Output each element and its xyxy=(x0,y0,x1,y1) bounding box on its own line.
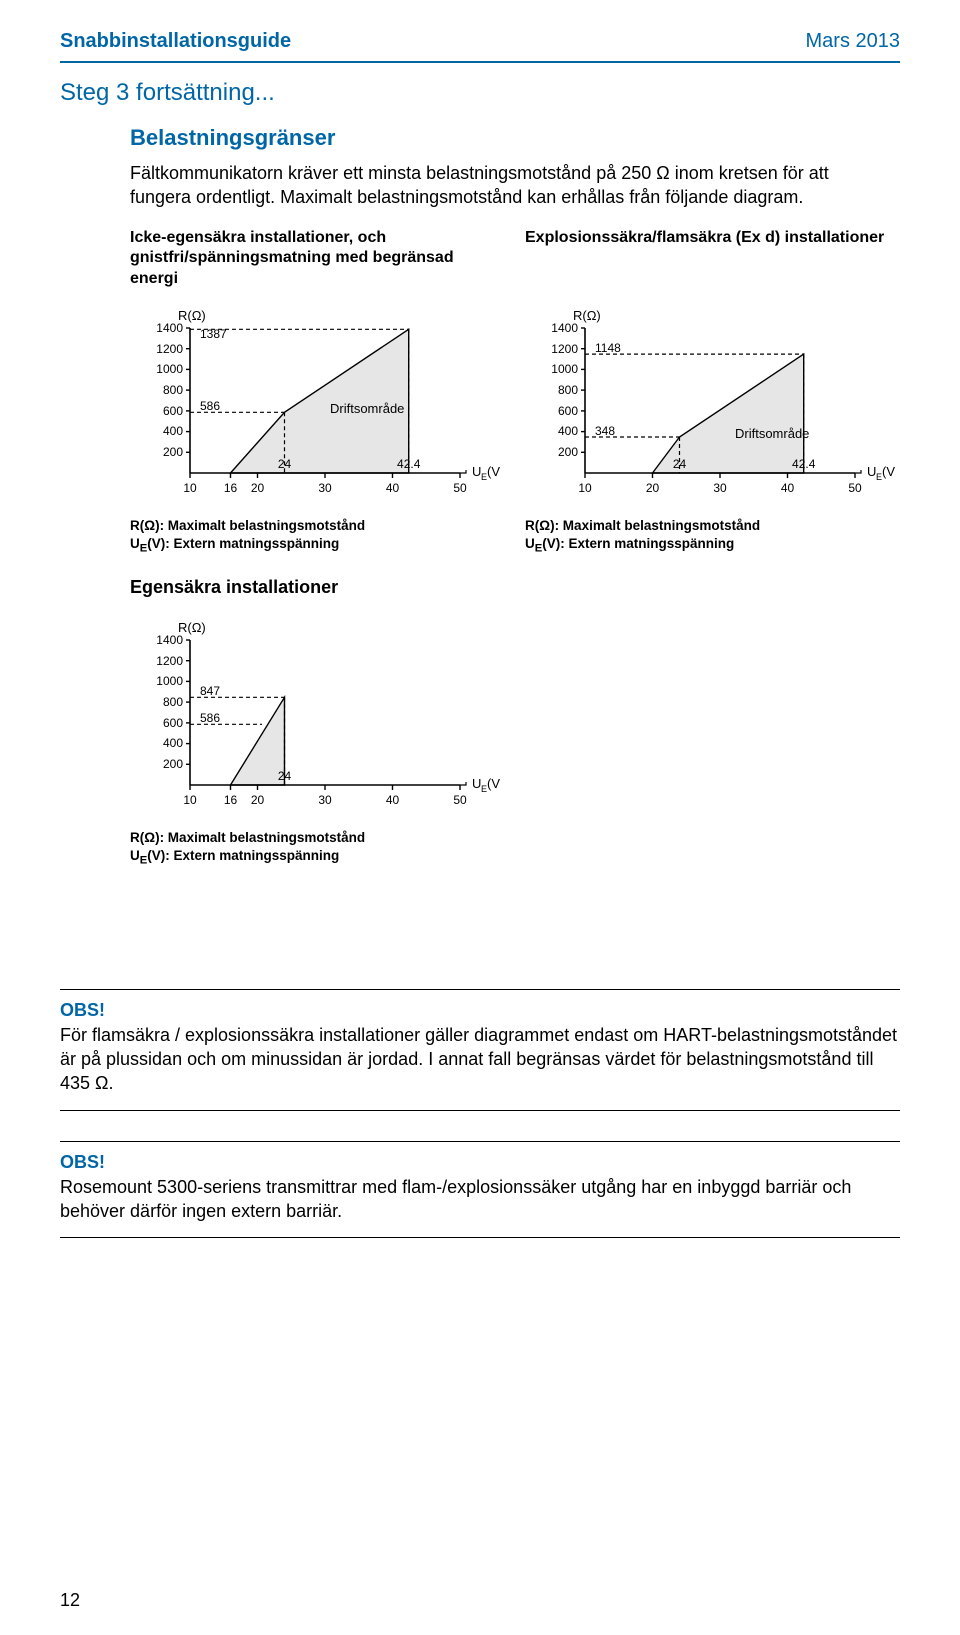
note-1: OBS! För flamsäkra / explosionssäkra ins… xyxy=(60,989,900,1111)
svg-text:800: 800 xyxy=(163,695,183,709)
svg-text:800: 800 xyxy=(558,383,578,397)
chart-a-legend: R(Ω): Maximalt belastningsmotstånd UE(V)… xyxy=(130,517,505,557)
doc-date: Mars 2013 xyxy=(806,30,901,53)
chart-b-annot-mid: 348 xyxy=(595,424,615,438)
svg-text:30: 30 xyxy=(318,793,332,807)
svg-text:600: 600 xyxy=(163,716,183,730)
svg-text:1200: 1200 xyxy=(156,342,183,356)
chart-b-legend-r: R(Ω): Maximalt belastningsmotstånd xyxy=(525,517,900,535)
chart-c-dash-x1: 24 xyxy=(278,769,292,783)
step-continuation: Steg 3 fortsättning... xyxy=(60,79,900,107)
chart-b-legend: R(Ω): Maximalt belastningsmotstånd UE(V)… xyxy=(525,517,900,557)
note-2-body: Rosemount 5300-seriens transmittrar med … xyxy=(60,1175,900,1224)
svg-text:800: 800 xyxy=(163,383,183,397)
chart-c-annot-mid: 586 xyxy=(200,711,220,725)
chart-b-annot-top: 1148 xyxy=(595,341,621,355)
chart-a-svg: 200 400 600 800 1000 1200 1400 xyxy=(130,298,505,513)
svg-text:600: 600 xyxy=(163,404,183,418)
chart-c-svg: 200 400 600 800 1000 1200 1400 10 16 20 xyxy=(130,610,900,825)
svg-text:200: 200 xyxy=(558,445,578,459)
chart-c-annot-top: 847 xyxy=(200,684,220,698)
note-1-body: För flamsäkra / explosionssäkra installa… xyxy=(60,1023,900,1096)
svg-text:400: 400 xyxy=(558,424,578,438)
svg-text:40: 40 xyxy=(781,481,795,495)
svg-text:20: 20 xyxy=(251,481,265,495)
chart-a-dash-x2: 42.4 xyxy=(397,457,421,471)
section-title: Belastningsgränser xyxy=(130,125,900,151)
intro-paragraph: Fältkommunikatorn kräver ett minsta bela… xyxy=(130,161,890,210)
chart-a-annot-mid: 586 xyxy=(200,399,220,413)
chart-a-title: Icke-egensäkra installationer, och gnist… xyxy=(130,228,505,292)
svg-text:10: 10 xyxy=(183,793,197,807)
svg-text:400: 400 xyxy=(163,424,183,438)
page-header: Snabbinstallationsguide Mars 2013 xyxy=(60,30,900,63)
svg-text:U: U xyxy=(867,464,876,479)
chart-c-legend-r: R(Ω): Maximalt belastningsmotstånd xyxy=(130,829,900,847)
chart-a-dash-x1: 24 xyxy=(278,457,292,471)
chart-a-legend-r: R(Ω): Maximalt belastningsmotstånd xyxy=(130,517,505,535)
svg-text:U: U xyxy=(472,776,481,791)
chart-c-y-label: R(Ω) xyxy=(178,620,206,635)
svg-text:1400: 1400 xyxy=(156,633,183,647)
chart-a-block: Icke-egensäkra installationer, och gnist… xyxy=(130,228,505,557)
note-2-head: OBS! xyxy=(60,1152,900,1173)
svg-text:20: 20 xyxy=(251,793,265,807)
chart-b-dash-x1: 24 xyxy=(673,457,687,471)
chart-a-annot-top: 1387 xyxy=(200,327,227,341)
svg-text:40: 40 xyxy=(386,793,400,807)
chart-b-block: Explosionssäkra/flamsäkra (Ex d) install… xyxy=(525,228,900,557)
svg-text:20: 20 xyxy=(646,481,660,495)
svg-text:1000: 1000 xyxy=(551,362,578,376)
note-2: OBS! Rosemount 5300-seriens transmittrar… xyxy=(60,1141,900,1239)
svg-text:1400: 1400 xyxy=(156,321,183,335)
page-number: 12 xyxy=(60,1590,80,1611)
svg-text:1400: 1400 xyxy=(551,321,578,335)
chart-b-y-label: R(Ω) xyxy=(573,308,601,323)
svg-text:50: 50 xyxy=(848,481,862,495)
egensakra-title: Egensäkra installationer xyxy=(130,577,900,598)
svg-text:30: 30 xyxy=(318,481,332,495)
svg-text:(V): (V) xyxy=(882,464,895,479)
svg-text:(V): (V) xyxy=(487,464,500,479)
doc-title: Snabbinstallationsguide xyxy=(60,30,291,53)
chart-b-svg: 200 400 600 800 1000 1200 1400 10 xyxy=(525,298,900,513)
svg-text:200: 200 xyxy=(163,445,183,459)
svg-text:400: 400 xyxy=(163,736,183,750)
svg-text:16: 16 xyxy=(224,793,238,807)
charts-row-top: Icke-egensäkra installationer, och gnist… xyxy=(130,228,900,557)
svg-text:200: 200 xyxy=(163,757,183,771)
chart-b-region-label: Driftsområde xyxy=(735,426,809,441)
chart-b-title: Explosionssäkra/flamsäkra (Ex d) install… xyxy=(525,228,900,292)
note-1-head: OBS! xyxy=(60,1000,900,1021)
chart-c-block: 200 400 600 800 1000 1200 1400 10 16 20 xyxy=(130,610,900,869)
chart-b-dash-x2: 42.4 xyxy=(792,457,816,471)
chart-a-y-label: R(Ω) xyxy=(178,308,206,323)
svg-text:1000: 1000 xyxy=(156,362,183,376)
chart-a-region-label: Driftsområde xyxy=(330,401,404,416)
svg-text:1000: 1000 xyxy=(156,674,183,688)
svg-text:40: 40 xyxy=(386,481,400,495)
svg-text:1200: 1200 xyxy=(551,342,578,356)
svg-text:600: 600 xyxy=(558,404,578,418)
svg-text:10: 10 xyxy=(183,481,197,495)
svg-text:(V): (V) xyxy=(487,776,500,791)
svg-text:50: 50 xyxy=(453,481,467,495)
svg-text:30: 30 xyxy=(713,481,727,495)
chart-c-legend: R(Ω): Maximalt belastningsmotstånd UE(V)… xyxy=(130,829,900,869)
svg-text:50: 50 xyxy=(453,793,467,807)
svg-text:16: 16 xyxy=(224,481,238,495)
svg-text:10: 10 xyxy=(578,481,592,495)
svg-text:U: U xyxy=(472,464,481,479)
svg-text:1200: 1200 xyxy=(156,654,183,668)
